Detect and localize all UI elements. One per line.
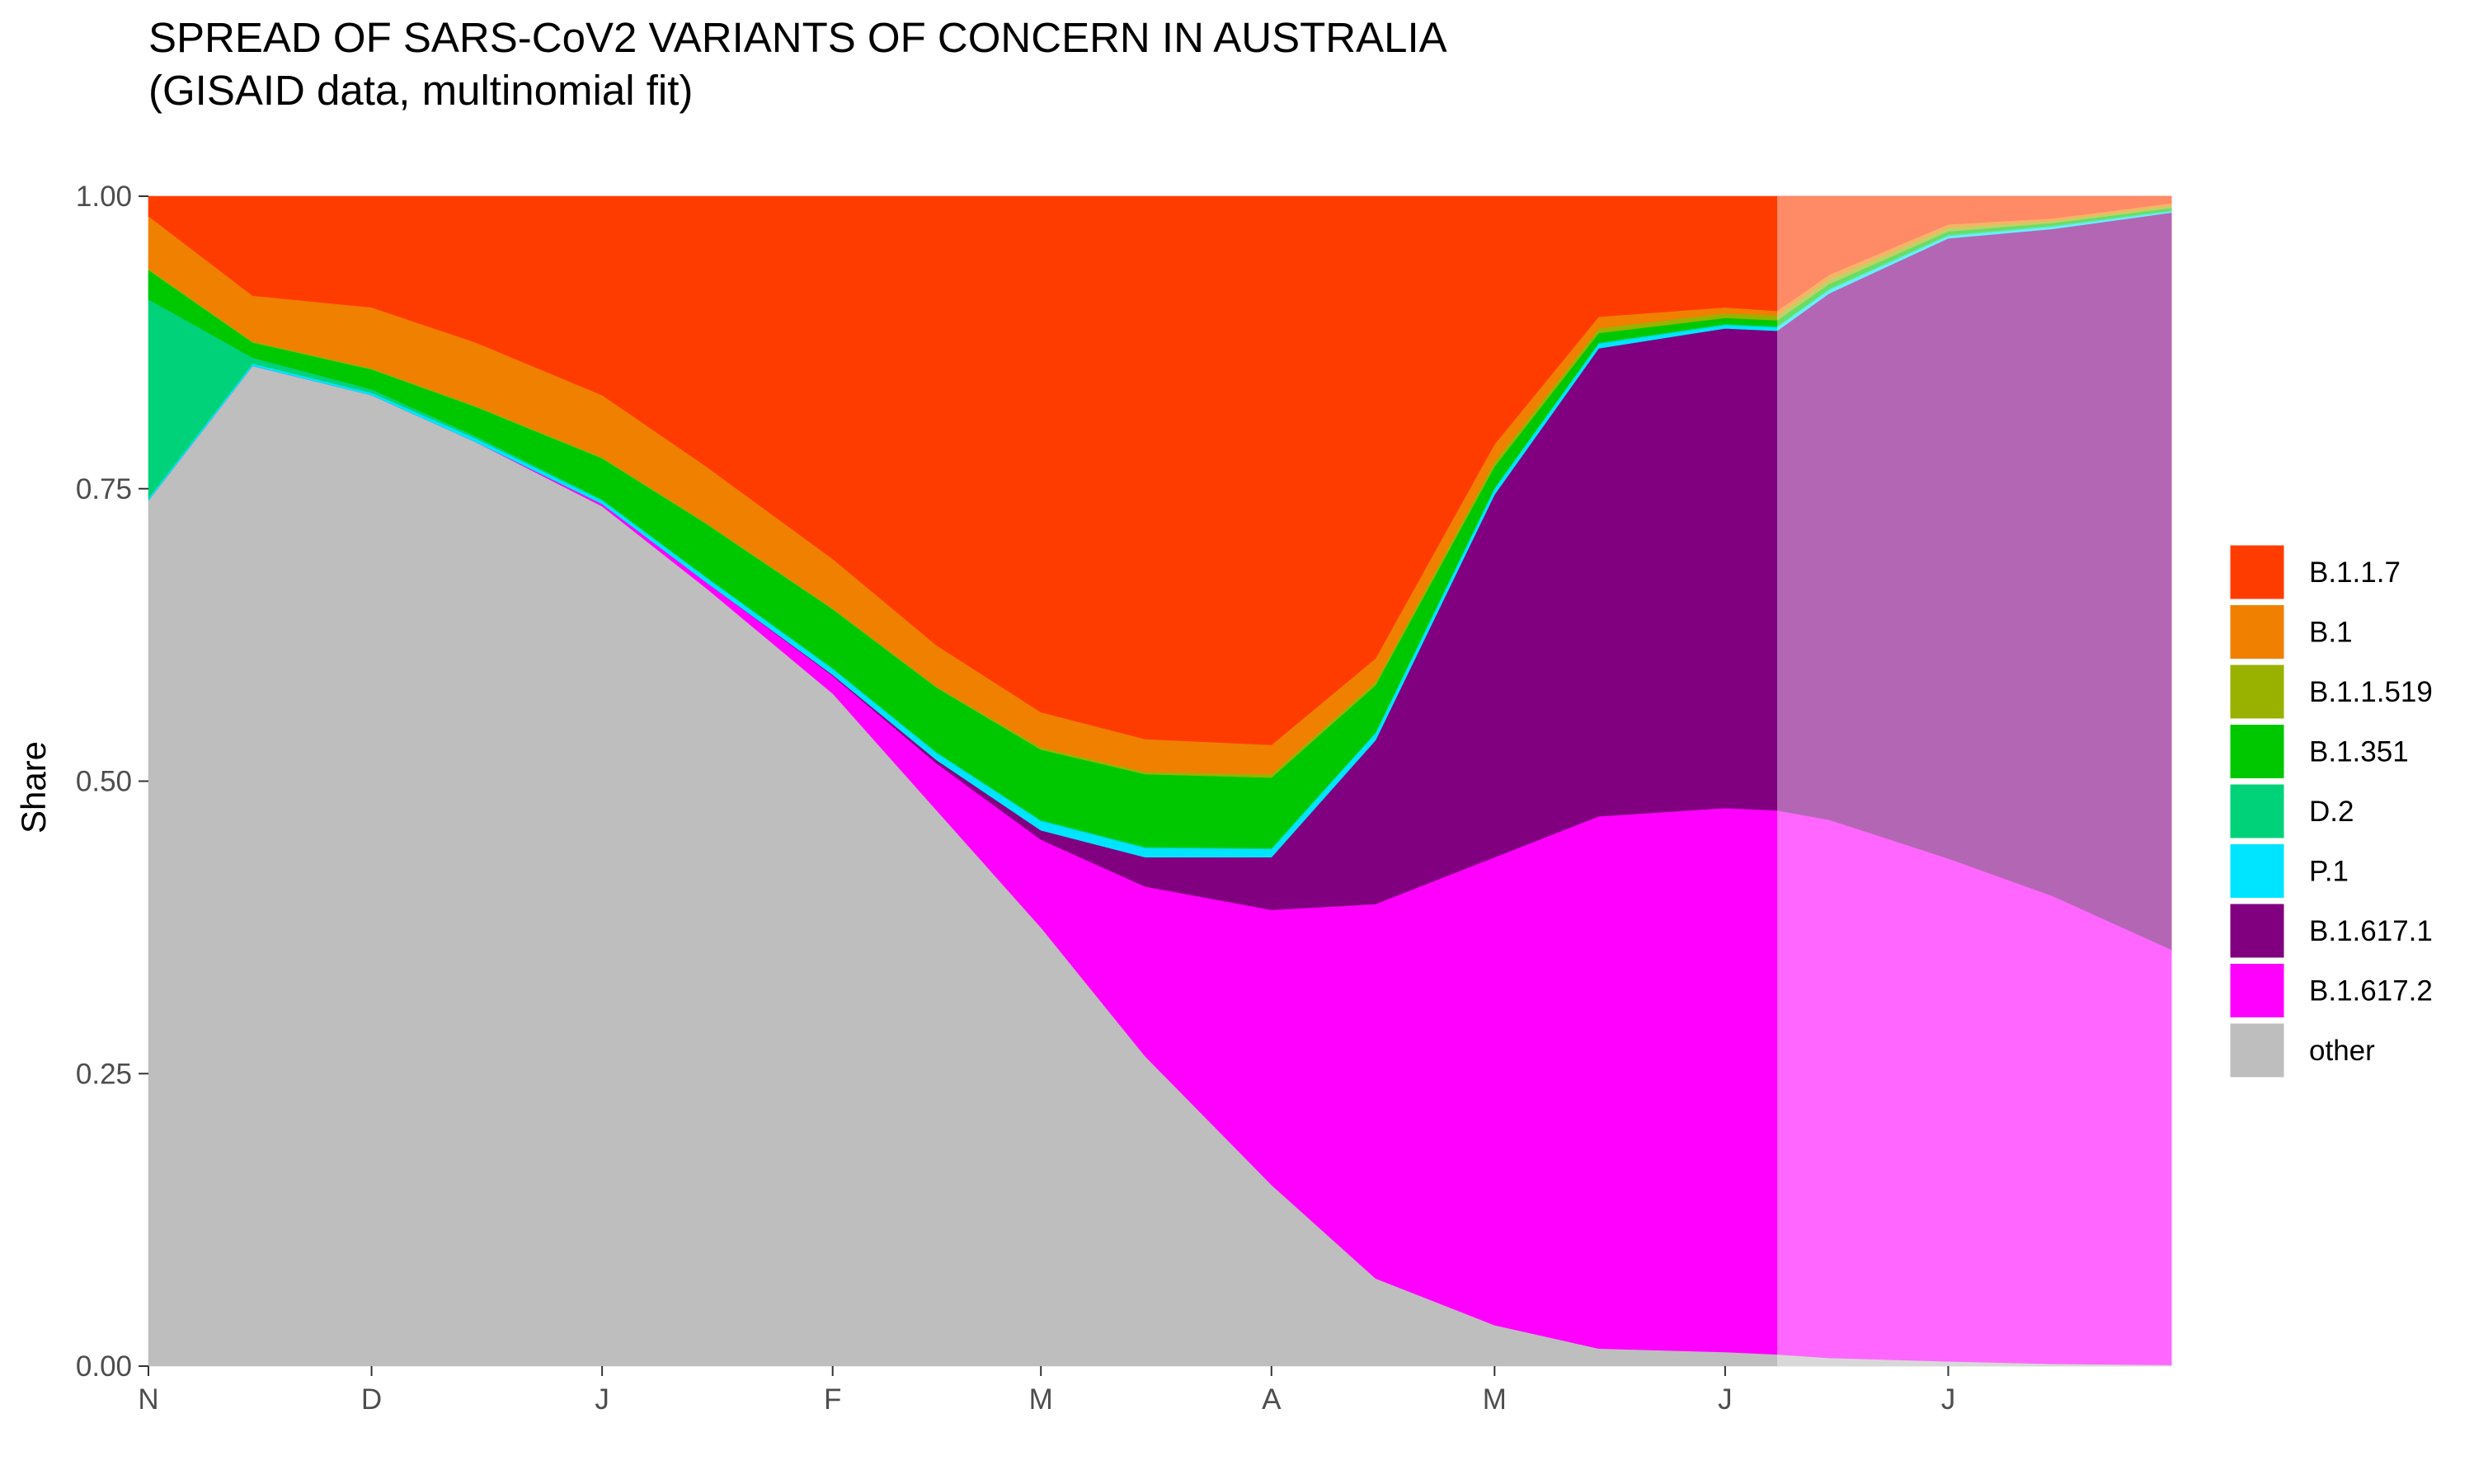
legend-swatch-b-1-617-1 bbox=[2227, 901, 2287, 960]
legend-swatch-b-1-1-7 bbox=[2227, 542, 2287, 602]
x-tick-label: J bbox=[1718, 1383, 1733, 1416]
legend-label-d-2: D.2 bbox=[2309, 796, 2354, 828]
x-tick-label: N bbox=[138, 1383, 158, 1416]
x-tick-label: A bbox=[1262, 1383, 1282, 1416]
chart-title: SPREAD OF SARS-CoV2 VARIANTS OF CONCERN … bbox=[148, 14, 1447, 61]
legend-label-b-1-1-7: B.1.1.7 bbox=[2309, 556, 2401, 589]
legend-label-b-1: B.1 bbox=[2309, 617, 2353, 649]
area-series-b-1-1-7 bbox=[148, 195, 2172, 745]
y-axis: 0.00 0.25 0.50 0.75 1.00 bbox=[76, 181, 148, 1383]
legend-swatch-p-1 bbox=[2227, 842, 2287, 900]
x-tick-label: J bbox=[595, 1383, 609, 1416]
legend-label-p-1: P.1 bbox=[2309, 856, 2349, 888]
y-tick-label: 0.50 bbox=[76, 766, 132, 798]
legend-label-b-1-1-519: B.1.1.519 bbox=[2309, 676, 2433, 708]
y-tick-label: 0.75 bbox=[76, 473, 132, 505]
x-tick-label: D bbox=[361, 1383, 382, 1416]
y-tick-label: 0.00 bbox=[76, 1350, 132, 1383]
plot-areas bbox=[148, 195, 2172, 1367]
legend-label-other: other bbox=[2309, 1035, 2375, 1067]
x-tick-label: M bbox=[1483, 1383, 1507, 1416]
legend-swatch-b-1 bbox=[2227, 603, 2287, 661]
legend-label-b-1-351: B.1.351 bbox=[2309, 736, 2409, 768]
legend: B.1.1.7 B.1 B.1.1.519 B.1.351 D.2 P.1 B.1.617.… bbox=[2227, 542, 2433, 1080]
y-tick-label: 0.25 bbox=[76, 1058, 132, 1090]
x-tick-label: F bbox=[824, 1383, 841, 1416]
legend-swatch-other bbox=[2227, 1021, 2287, 1080]
legend-swatch-d-2 bbox=[2227, 782, 2287, 841]
legend-swatch-b-1-351 bbox=[2227, 722, 2287, 781]
legend-swatch-b-1-617-2 bbox=[2227, 961, 2287, 1020]
y-tick-label: 1.00 bbox=[76, 181, 132, 213]
x-tick-label: J bbox=[1941, 1383, 1956, 1416]
x-tick-label: M bbox=[1029, 1383, 1053, 1416]
legend-label-b-1-617-1: B.1.617.1 bbox=[2309, 915, 2433, 947]
forecast-overlay bbox=[1777, 196, 2171, 1366]
legend-swatch-b-1-1-519 bbox=[2227, 662, 2287, 721]
legend-label-b-1-617-2: B.1.617.2 bbox=[2309, 975, 2433, 1007]
chart-subtitle: (GISAID data, multinomial fit) bbox=[148, 67, 693, 114]
y-axis-title: Share bbox=[14, 741, 53, 834]
